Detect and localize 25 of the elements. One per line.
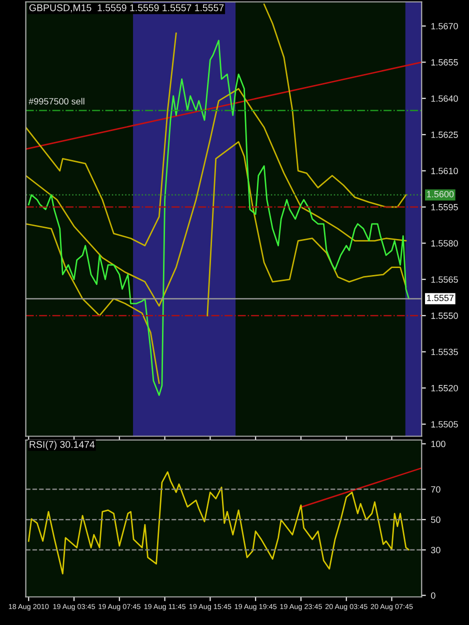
y-tick-label: 1.5535 [431, 348, 458, 356]
y-tick-label: 1.5610 [431, 168, 458, 174]
y-tick-label: 1.5655 [431, 59, 458, 66]
chart-title: RSI(7) 30.1474 [30, 440, 95, 450]
annotation: #9957500 sell [28, 98, 84, 105]
y-tick-label: 1.5640 [431, 95, 458, 102]
line-series [26, 88, 407, 307]
y-tick-label: 1.5520 [431, 384, 458, 392]
y-tick-label: 30 [431, 546, 440, 554]
y-tick-label: 1.5625 [431, 132, 458, 138]
y-tick-label: 1.5595 [431, 204, 458, 210]
y-tick-label: 1.5550 [431, 312, 458, 319]
y-tick-label: 100 [431, 440, 446, 448]
y-tick-label: 1.5670 [431, 22, 458, 30]
y-tick-label: 50 [431, 516, 440, 523]
ref-line-label: 1.5600 [427, 190, 454, 198]
line-series [28, 471, 410, 574]
y-tick-label: 1.5505 [431, 421, 458, 428]
y-tick-label: 70 [431, 486, 440, 493]
y-tick-label: 0 [431, 592, 436, 599]
chart-title: GBPUSD,M15 1.5559 1.5559 1.5557 1.5557 [29, 4, 224, 12]
line-series [28, 40, 410, 396]
y-tick-label: 1.5580 [431, 240, 458, 247]
ref-line-label: 1.5557 [427, 294, 454, 302]
y-tick-label: 1.5565 [431, 276, 458, 283]
